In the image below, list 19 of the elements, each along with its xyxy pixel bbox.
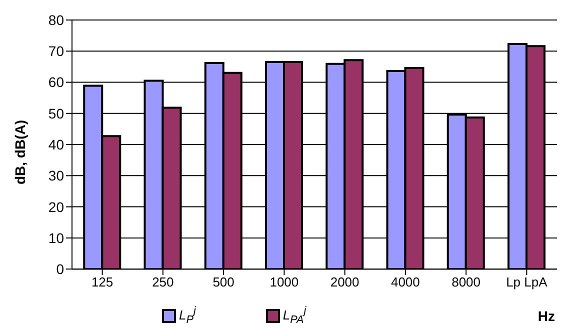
x-tick-label: 500 [212, 274, 234, 290]
x-tick-label: 2000 [330, 274, 360, 290]
y-tick-label: 20 [48, 198, 64, 215]
x-axis-title: Hz [538, 308, 555, 324]
y-tick-label: 10 [48, 230, 64, 246]
x-tick-label: 4000 [390, 274, 420, 290]
y-tick-label: 50 [48, 105, 64, 122]
y-tick-label: 40 [48, 136, 64, 153]
y-tick-label: 0 [56, 261, 64, 278]
x-tick-label: 125 [91, 274, 114, 290]
x-tick-label: 8000 [452, 274, 481, 290]
x-tick-label: Lp LpA [506, 274, 548, 290]
y-tick-label: 80 [48, 12, 64, 28]
y-axis-title: dB, dB(A) [12, 120, 28, 185]
x-tick-label: 1000 [270, 274, 299, 290]
y-tick-label: 70 [48, 43, 64, 60]
y-tick-label: 30 [48, 168, 64, 184]
y-tick-label: 60 [48, 74, 64, 90]
x-tick-label: 250 [152, 274, 174, 290]
